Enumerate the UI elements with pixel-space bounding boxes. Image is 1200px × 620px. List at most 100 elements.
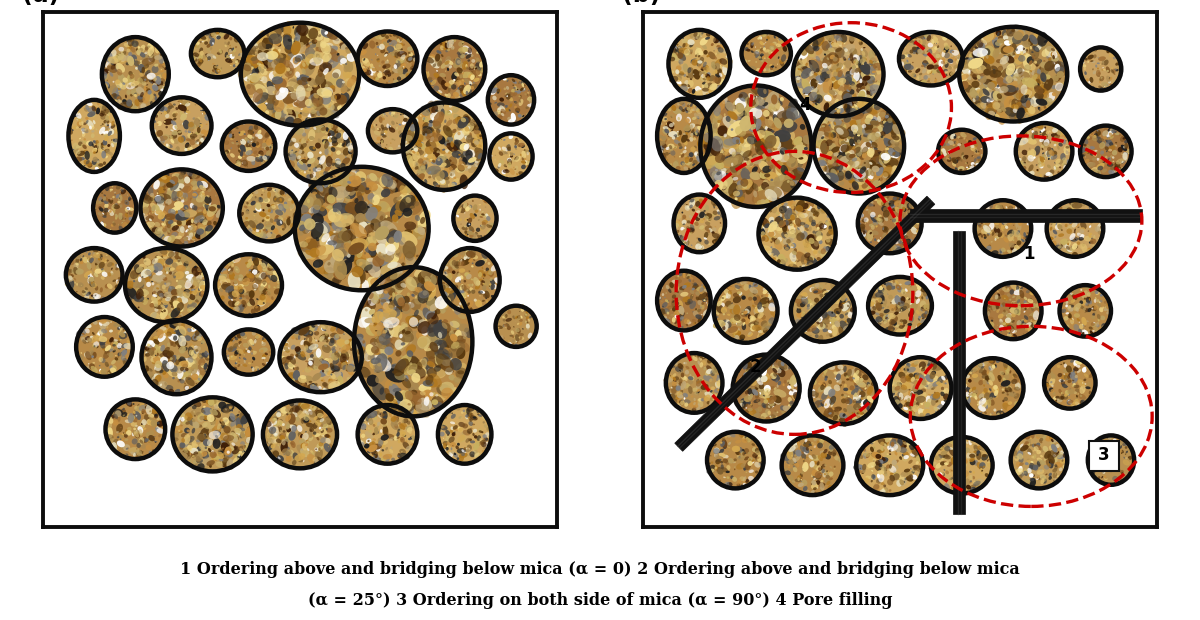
Ellipse shape bbox=[1050, 461, 1054, 468]
Ellipse shape bbox=[841, 396, 846, 402]
Ellipse shape bbox=[751, 154, 756, 159]
Ellipse shape bbox=[791, 138, 794, 145]
Ellipse shape bbox=[511, 330, 515, 335]
Ellipse shape bbox=[748, 297, 752, 301]
Ellipse shape bbox=[317, 323, 320, 326]
Ellipse shape bbox=[386, 33, 388, 34]
Ellipse shape bbox=[462, 301, 464, 304]
Ellipse shape bbox=[410, 404, 420, 414]
Ellipse shape bbox=[140, 423, 143, 425]
Ellipse shape bbox=[473, 121, 476, 122]
Ellipse shape bbox=[938, 456, 943, 462]
Ellipse shape bbox=[306, 423, 313, 428]
Ellipse shape bbox=[151, 301, 158, 306]
Ellipse shape bbox=[462, 409, 466, 412]
Ellipse shape bbox=[754, 184, 758, 191]
Ellipse shape bbox=[181, 438, 185, 443]
Ellipse shape bbox=[461, 259, 464, 262]
Ellipse shape bbox=[1098, 467, 1099, 468]
Ellipse shape bbox=[853, 141, 854, 143]
Ellipse shape bbox=[894, 386, 900, 391]
Ellipse shape bbox=[149, 51, 154, 58]
Ellipse shape bbox=[188, 284, 191, 285]
Ellipse shape bbox=[832, 153, 835, 155]
Ellipse shape bbox=[160, 175, 170, 183]
Ellipse shape bbox=[894, 217, 899, 223]
Ellipse shape bbox=[941, 148, 944, 152]
Ellipse shape bbox=[762, 328, 763, 330]
Ellipse shape bbox=[1080, 234, 1084, 237]
Ellipse shape bbox=[716, 379, 724, 388]
Ellipse shape bbox=[257, 99, 263, 107]
Ellipse shape bbox=[890, 382, 898, 386]
Ellipse shape bbox=[899, 145, 904, 149]
Ellipse shape bbox=[131, 89, 138, 95]
Ellipse shape bbox=[409, 122, 413, 128]
Ellipse shape bbox=[198, 433, 204, 442]
Ellipse shape bbox=[418, 336, 431, 349]
Ellipse shape bbox=[472, 265, 474, 267]
Ellipse shape bbox=[318, 448, 320, 452]
Ellipse shape bbox=[365, 69, 371, 76]
Ellipse shape bbox=[442, 308, 446, 312]
Ellipse shape bbox=[320, 126, 325, 133]
Ellipse shape bbox=[1094, 446, 1098, 449]
Ellipse shape bbox=[272, 33, 278, 37]
Ellipse shape bbox=[668, 300, 670, 301]
Ellipse shape bbox=[413, 58, 416, 61]
Ellipse shape bbox=[85, 105, 89, 110]
Ellipse shape bbox=[1051, 217, 1057, 223]
Ellipse shape bbox=[340, 175, 346, 180]
Ellipse shape bbox=[271, 55, 280, 61]
Ellipse shape bbox=[1066, 246, 1070, 250]
Ellipse shape bbox=[271, 80, 278, 87]
Ellipse shape bbox=[869, 69, 872, 72]
Ellipse shape bbox=[229, 416, 235, 420]
Ellipse shape bbox=[401, 182, 413, 194]
Ellipse shape bbox=[870, 122, 877, 130]
Ellipse shape bbox=[684, 402, 688, 407]
Ellipse shape bbox=[872, 123, 883, 133]
Ellipse shape bbox=[702, 136, 722, 149]
Ellipse shape bbox=[673, 156, 676, 157]
Ellipse shape bbox=[314, 163, 318, 169]
Ellipse shape bbox=[326, 241, 336, 250]
Ellipse shape bbox=[197, 61, 199, 64]
Ellipse shape bbox=[851, 69, 856, 73]
Ellipse shape bbox=[806, 245, 810, 251]
Ellipse shape bbox=[967, 140, 972, 144]
Ellipse shape bbox=[323, 48, 336, 61]
Ellipse shape bbox=[467, 224, 469, 227]
Ellipse shape bbox=[661, 293, 665, 296]
Ellipse shape bbox=[166, 316, 170, 321]
Ellipse shape bbox=[739, 136, 744, 144]
Ellipse shape bbox=[290, 205, 294, 208]
Ellipse shape bbox=[748, 437, 752, 442]
Ellipse shape bbox=[389, 314, 394, 318]
Ellipse shape bbox=[235, 143, 239, 145]
Ellipse shape bbox=[108, 131, 112, 136]
Ellipse shape bbox=[356, 248, 362, 254]
Ellipse shape bbox=[286, 86, 294, 92]
Ellipse shape bbox=[73, 278, 76, 281]
Ellipse shape bbox=[185, 447, 197, 455]
Ellipse shape bbox=[904, 61, 912, 69]
Ellipse shape bbox=[776, 388, 780, 392]
Ellipse shape bbox=[961, 152, 964, 156]
Ellipse shape bbox=[892, 391, 895, 396]
Ellipse shape bbox=[182, 192, 188, 199]
Ellipse shape bbox=[1102, 63, 1104, 64]
Ellipse shape bbox=[919, 466, 922, 468]
Ellipse shape bbox=[997, 66, 1003, 73]
Ellipse shape bbox=[697, 317, 702, 322]
Ellipse shape bbox=[455, 286, 458, 291]
Ellipse shape bbox=[779, 220, 784, 226]
Ellipse shape bbox=[448, 156, 457, 167]
Ellipse shape bbox=[1007, 233, 1014, 241]
Ellipse shape bbox=[744, 60, 748, 63]
Ellipse shape bbox=[732, 306, 740, 314]
Ellipse shape bbox=[712, 61, 720, 70]
Ellipse shape bbox=[454, 181, 456, 183]
Ellipse shape bbox=[695, 392, 698, 395]
Ellipse shape bbox=[161, 298, 163, 301]
